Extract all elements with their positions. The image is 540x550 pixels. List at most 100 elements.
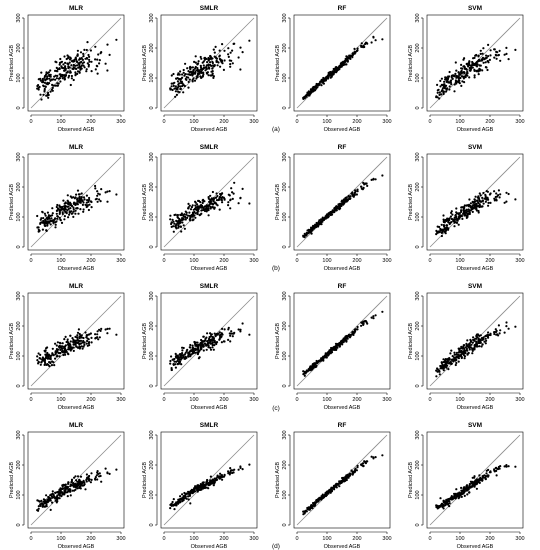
data-point — [95, 197, 98, 200]
data-point — [453, 356, 456, 359]
data-point — [216, 332, 219, 335]
data-point — [448, 88, 451, 91]
data-point — [201, 68, 204, 71]
y-tick-label: 200 — [149, 43, 155, 52]
data-point — [202, 345, 205, 348]
data-point — [78, 332, 81, 336]
data-point — [213, 201, 216, 204]
x-tick-label: 100 — [189, 397, 198, 403]
data-point — [180, 363, 183, 366]
data-point — [321, 357, 324, 360]
data-point — [76, 331, 80, 334]
plot-frame — [426, 431, 524, 529]
data-point — [96, 336, 99, 339]
data-point — [87, 342, 90, 345]
data-point — [450, 83, 453, 86]
data-point — [206, 480, 209, 483]
y-tick-label: 0 — [282, 523, 288, 526]
data-point — [190, 71, 193, 74]
data-point — [62, 487, 65, 490]
data-point — [55, 69, 58, 73]
y-tick-label: 100 — [282, 73, 288, 82]
data-point — [493, 331, 496, 334]
data-point — [49, 79, 52, 82]
data-point — [177, 356, 180, 359]
data-point — [42, 500, 45, 503]
data-point — [461, 67, 464, 70]
data-point — [361, 188, 364, 191]
data-point — [45, 82, 48, 85]
data-point — [439, 79, 442, 82]
data-point — [481, 56, 485, 60]
data-point — [172, 84, 175, 87]
data-point — [487, 334, 490, 337]
data-point — [37, 230, 40, 233]
data-point — [86, 57, 89, 60]
data-point — [181, 221, 184, 224]
data-point — [343, 339, 346, 342]
data-point — [169, 218, 172, 221]
data-point — [176, 216, 179, 219]
data-point — [333, 209, 336, 212]
data-point — [370, 455, 373, 458]
data-point — [67, 353, 70, 356]
data-point — [194, 61, 197, 64]
x-tick-label: 200 — [86, 536, 95, 542]
x-tick-label: 100 — [56, 119, 65, 125]
data-point — [484, 66, 487, 69]
data-point — [340, 480, 343, 483]
x-tick-label: 200 — [86, 258, 95, 264]
data-point — [76, 198, 79, 201]
data-point — [229, 63, 232, 66]
data-point — [179, 495, 182, 498]
data-point — [475, 337, 478, 340]
data-point — [223, 473, 226, 476]
data-point — [324, 356, 327, 359]
data-points — [302, 35, 384, 100]
data-point — [87, 338, 90, 341]
data-point — [448, 361, 451, 364]
data-point — [180, 81, 183, 84]
data-point — [460, 486, 463, 489]
data-point — [308, 92, 311, 95]
data-point — [483, 340, 486, 343]
data-point — [227, 47, 230, 50]
data-point — [370, 41, 373, 44]
data-point — [66, 194, 69, 197]
data-point — [209, 207, 212, 210]
data-point — [51, 347, 54, 350]
data-point — [75, 345, 78, 348]
data-point — [435, 505, 438, 509]
data-point — [78, 200, 81, 203]
data-point — [193, 207, 197, 211]
data-point — [88, 58, 91, 61]
data-point — [229, 467, 232, 470]
data-point — [69, 485, 72, 488]
data-point — [317, 359, 320, 362]
y-axis-label: Predicted AGB — [142, 462, 148, 498]
data-point — [495, 192, 498, 195]
data-point — [465, 208, 468, 211]
data-point — [347, 57, 350, 60]
data-point — [219, 336, 222, 339]
data-point — [207, 482, 210, 485]
data-point — [457, 71, 460, 74]
data-point — [231, 335, 234, 338]
data-point — [180, 353, 183, 356]
plot-frame — [160, 14, 258, 112]
y-tick-label: 0 — [282, 106, 288, 109]
data-point — [187, 86, 190, 89]
data-point — [503, 53, 506, 56]
data-point — [193, 60, 196, 64]
data-point — [228, 194, 231, 197]
data-point — [216, 64, 219, 67]
data-point — [487, 331, 490, 334]
data-point — [461, 80, 464, 83]
data-point — [70, 210, 73, 213]
data-point — [482, 47, 485, 50]
row-labels: (a) (b) (c) (d) — [272, 126, 280, 550]
data-point — [315, 361, 318, 364]
data-point — [97, 53, 100, 56]
data-point — [66, 343, 70, 346]
